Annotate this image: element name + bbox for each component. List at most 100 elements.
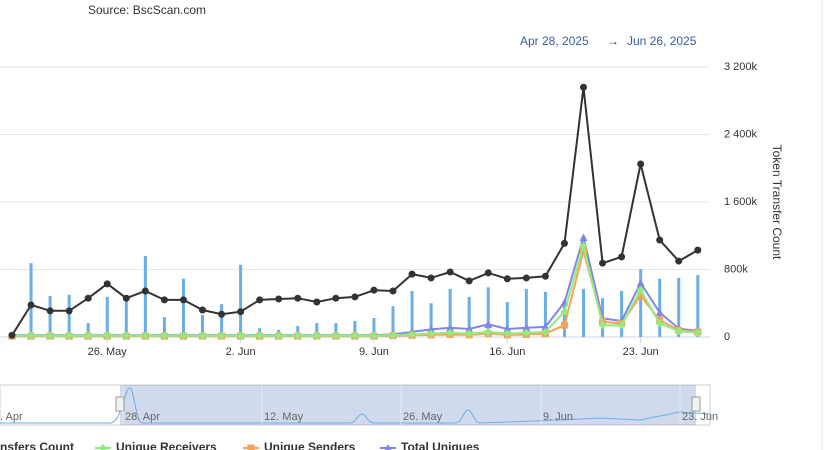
bar [410,291,414,337]
marker [256,296,264,304]
bar [124,299,128,337]
bar [220,304,224,337]
navigator-label: 28. Apr [125,411,160,423]
legend-label[interactable]: nsfers Count [0,440,74,450]
x-tick-label: 23. Jun [623,346,659,358]
x-tick-label: 9. Jun [359,346,389,358]
navigator-line [0,387,711,424]
range-separator: → [607,34,619,48]
chart-subtitle: Source: BscScan.com [88,3,206,17]
navigator-label: 9. Jun [543,411,573,423]
marker [255,331,264,340]
marker [293,331,302,340]
bar [448,288,452,337]
legend-label[interactable]: Unique Receivers [116,440,217,450]
marker [656,236,664,244]
marker [580,247,587,255]
navigator[interactable] [0,384,711,426]
marker [103,280,111,288]
marker [84,294,92,302]
bar [391,306,395,337]
marker [579,233,588,241]
navigator-label: 26. May [403,411,443,423]
legend-label[interactable]: Unique Senders [264,440,356,450]
marker [522,328,531,337]
bar [562,303,566,337]
marker [503,324,512,333]
marker [694,246,702,254]
marker [8,331,16,339]
range-end[interactable]: Jun 26, 2025 [627,34,697,48]
bar [429,303,433,337]
marker [312,331,321,340]
marker [484,269,492,277]
bar [677,277,681,337]
marker [598,321,607,330]
marker [103,331,112,340]
marker [579,241,588,250]
marker [46,307,54,315]
marker [465,277,473,285]
marker [274,331,283,340]
marker [637,292,645,300]
marker [618,253,626,261]
marker [122,331,131,340]
marker [522,323,531,332]
marker [27,331,36,340]
marker [541,327,550,336]
marker [408,270,416,278]
marker [674,327,683,336]
marker [65,307,73,315]
y-axis-title: Token Transfer Count [770,145,784,260]
bar [86,323,90,337]
marker [427,329,436,338]
legend-label[interactable]: Total Uniques [401,440,480,450]
bar [505,301,509,337]
y-tick-label: 2 400k [724,128,758,140]
marker [351,293,359,301]
marker [503,275,511,283]
marker [369,331,378,340]
marker [427,325,436,333]
bar [353,320,357,337]
navigator-handle[interactable] [115,396,125,412]
marker [503,329,512,338]
marker [217,331,226,340]
marker [522,274,530,282]
bar [315,323,319,337]
navigator-handle[interactable] [691,396,701,412]
marker [484,327,493,336]
bar [620,291,624,337]
marker [331,331,340,340]
bar [467,296,471,337]
bar [105,296,109,337]
navigator-label: . Apr [0,411,23,423]
marker [46,331,55,340]
bar [543,291,547,337]
navigator-label: 23. Jun [682,411,718,423]
marker [617,321,626,330]
marker [236,331,245,340]
marker [384,444,392,450]
marker [237,308,245,316]
marker [636,285,645,294]
bar [658,278,662,337]
bar [29,263,33,337]
marker [65,331,74,340]
marker [389,287,397,295]
x-tick-label: 16. Jun [489,346,525,358]
marker [580,83,587,91]
marker [408,330,417,339]
x-tick-label: 26. May [88,346,128,358]
marker [84,331,93,340]
marker [655,308,664,317]
range-start[interactable]: Apr 28, 2025 [520,34,589,48]
marker [446,328,455,337]
x-tick-label: 2. Jun [226,346,256,358]
marker [446,268,454,276]
marker [27,301,35,309]
y-tick-label: 800k [724,263,748,275]
bar [696,274,700,337]
marker [160,331,169,340]
marker [313,298,321,306]
